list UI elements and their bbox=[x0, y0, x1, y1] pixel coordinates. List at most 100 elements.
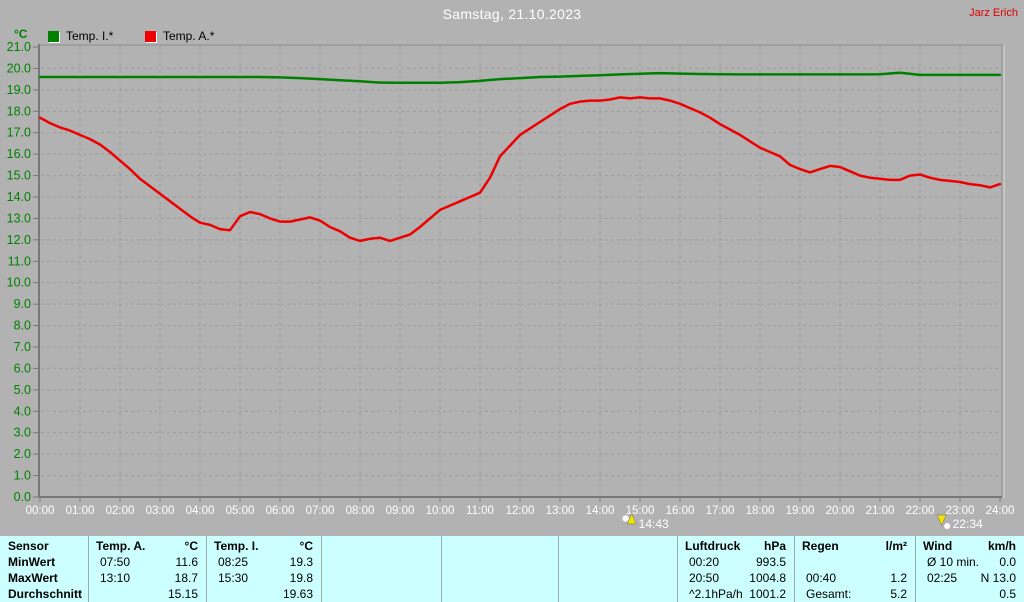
table-row bbox=[322, 586, 441, 602]
table-row: 19.63 bbox=[207, 586, 321, 602]
x-tick-label: 17:00 bbox=[706, 505, 735, 517]
cell-value: 1.2 bbox=[890, 571, 907, 585]
table-row: ^2.1hPa/h 1001.2 bbox=[678, 586, 794, 602]
cell-time: 00:40 bbox=[806, 571, 837, 585]
table-row bbox=[559, 586, 677, 602]
x-tick-label: 05:00 bbox=[226, 505, 255, 517]
cell-time: 13:10 bbox=[100, 571, 131, 585]
table-row: Durchschnitt bbox=[0, 586, 88, 602]
cell-time: 07:50 bbox=[100, 555, 131, 569]
table-sensor-column: Wind km/h Ø 10 min. 0.0 02:25 N 13.0 0.5 bbox=[915, 536, 1024, 602]
y-tick-label: 7.0 bbox=[14, 340, 31, 354]
y-tick-label: 11.0 bbox=[8, 254, 31, 268]
y-tick-label: 1.0 bbox=[14, 469, 31, 483]
table-label-column: Sensor MinWert MaxWert Durchschnitt bbox=[0, 536, 88, 602]
x-tick-label: 15:00 bbox=[626, 505, 655, 517]
table-header-row bbox=[442, 538, 558, 554]
cell-time: 00:20 bbox=[689, 555, 720, 569]
temp-i-legend-label: Temp. I.* bbox=[66, 29, 114, 43]
x-tick-label: 23:00 bbox=[946, 505, 975, 517]
table-sensor-column: Luftdruck hPa 00:20 993.5 20:50 1004.8 ^2.1hPa… bbox=[677, 536, 794, 602]
moon-down-icon bbox=[936, 514, 947, 527]
legend-item-temp-a: Temp. A.* bbox=[145, 29, 214, 43]
y-tick-label: 4.0 bbox=[14, 404, 31, 418]
cell-value: 19.8 bbox=[289, 571, 313, 585]
table-header-row: Temp. I. °C bbox=[207, 538, 321, 554]
table-header-row: Sensor bbox=[0, 538, 88, 554]
table-sensor-column: Temp. I. °C 08:25 19.3 15:30 19.8 19.63 bbox=[206, 536, 321, 602]
x-tick-label: 07:00 bbox=[306, 505, 335, 517]
moon-up-icon bbox=[626, 512, 637, 525]
table-row bbox=[442, 554, 558, 570]
temp-i-swatch-icon bbox=[48, 30, 59, 42]
table-row: 13:10 18.7 bbox=[89, 570, 206, 586]
y-tick-label: 5.0 bbox=[14, 383, 31, 397]
y-tick-label: 20.0 bbox=[7, 61, 31, 75]
y-tick-label: 15.0 bbox=[7, 169, 31, 183]
table-row bbox=[322, 554, 441, 570]
cell-value: 19.3 bbox=[289, 555, 313, 569]
page-title: Samstag, 21.10.2023 bbox=[442, 6, 582, 22]
x-tick-label: 13:00 bbox=[546, 505, 575, 517]
y-tick-label: 0.0 bbox=[14, 490, 31, 504]
table-header-row: Luftdruck hPa bbox=[678, 538, 794, 554]
row-label: Sensor bbox=[8, 539, 49, 553]
x-tick-label: 21:00 bbox=[866, 505, 895, 517]
row-label: Durchschnitt bbox=[8, 587, 83, 601]
x-tick-label: 02:00 bbox=[106, 505, 135, 517]
y-tick-label: 21.0 bbox=[7, 40, 31, 54]
table-row bbox=[559, 554, 677, 570]
table-row: 15.15 bbox=[89, 586, 206, 602]
moonrise-time-label: 14:43 bbox=[639, 517, 669, 531]
table-header-row bbox=[559, 538, 677, 554]
cell-time: Ø 10 min. bbox=[927, 555, 980, 569]
table-sensor-column bbox=[441, 536, 558, 602]
table-row bbox=[795, 554, 915, 570]
sensor-unit: hPa bbox=[763, 539, 786, 553]
table-row: 15:30 19.8 bbox=[207, 570, 321, 586]
cell-value: 18.7 bbox=[174, 571, 198, 585]
x-tick-label: 08:00 bbox=[346, 505, 375, 517]
stats-table: Sensor MinWert MaxWert Durchschnitt Temp. A.… bbox=[0, 536, 1024, 602]
x-tick-label: 00:00 bbox=[26, 505, 55, 517]
cell-value: 0.5 bbox=[999, 587, 1016, 601]
y-tick-label: 2.0 bbox=[14, 447, 31, 461]
temp-i-line bbox=[38, 71, 1002, 85]
table-row: Ø 10 min. 0.0 bbox=[916, 554, 1024, 570]
x-tick-label: 19:00 bbox=[786, 505, 815, 517]
table-row: 20:50 1004.8 bbox=[678, 570, 794, 586]
y-tick-label: 3.0 bbox=[14, 426, 31, 440]
y-tick-label: 13.0 bbox=[7, 211, 31, 225]
user-name: Jarz Erich bbox=[969, 7, 1018, 19]
row-label: MaxWert bbox=[8, 571, 58, 585]
cell-value: 1001.2 bbox=[749, 587, 786, 601]
sensor-name: Luftdruck bbox=[685, 539, 741, 553]
cell-value: 11.6 bbox=[175, 555, 198, 569]
cell-value: N 13.0 bbox=[980, 571, 1016, 585]
table-header-row: Temp. A. °C bbox=[89, 538, 206, 554]
cell-time: 20:50 bbox=[689, 571, 720, 585]
legend-item-temp-i: Temp. I.* bbox=[48, 29, 113, 43]
cell-value: 993.5 bbox=[755, 555, 786, 569]
y-tick-label: 18.0 bbox=[7, 104, 31, 118]
cell-time: ^2.1hPa/h bbox=[689, 587, 743, 601]
table-sensor-column: Temp. A. °C 07:50 11.6 13:10 18.7 15.15 bbox=[88, 536, 206, 602]
y-tick-label: 9.0 bbox=[14, 297, 31, 311]
cell-time: 08:25 bbox=[218, 555, 249, 569]
sensor-name: Regen bbox=[802, 539, 839, 553]
x-tick-label: 22:00 bbox=[906, 505, 935, 517]
sensor-name: Temp. I. bbox=[214, 539, 259, 553]
y-tick-label: 10.0 bbox=[7, 276, 31, 290]
moonset-time-label: 22:34 bbox=[953, 517, 983, 531]
cell-value: 5.2 bbox=[890, 587, 907, 601]
cell-value: 19.63 bbox=[282, 587, 313, 601]
y-tick-label: 8.0 bbox=[14, 319, 31, 333]
table-sensor-column bbox=[321, 536, 441, 602]
sensor-unit: km/h bbox=[987, 539, 1016, 553]
x-tick-label: 20:00 bbox=[826, 505, 855, 517]
x-tick-label: 14:00 bbox=[586, 505, 615, 517]
table-row: 08:25 19.3 bbox=[207, 554, 321, 570]
x-tick-label: 16:00 bbox=[666, 505, 695, 517]
sensor-name: Temp. A. bbox=[96, 539, 146, 553]
